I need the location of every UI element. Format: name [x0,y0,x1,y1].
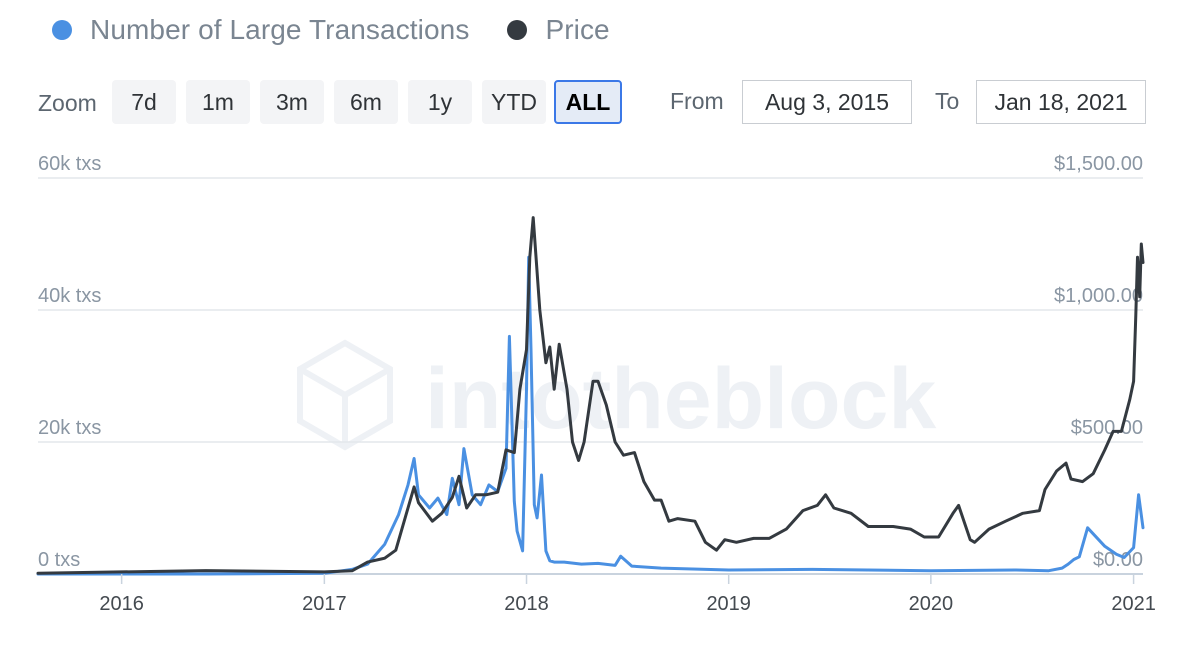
zoom-6m-button[interactable]: 6m [334,80,398,124]
series-line-large-transactions [36,255,1145,576]
logo-cube-icon [297,339,393,451]
legend-label: Price [545,14,610,45]
y-axis-right: $0.00 $500.00 $1,000.00 $1,500.00 [1054,153,1143,571]
y-left-tick-label: 20k txs [38,417,101,439]
x-tick-label: 2017 [302,593,347,615]
watermark: intotheblock [297,339,936,451]
legend-item-large-transactions[interactable]: Number of Large Transactions [52,14,469,46]
zoom-7d-button[interactable]: 7d [112,80,176,124]
zoom-1y-button[interactable]: 1y [408,80,472,124]
x-axis: 2016 2017 2018 2019 2020 2021 [99,574,1156,615]
zoom-1m-button[interactable]: 1m [186,80,250,124]
zoom-3m-button[interactable]: 3m [260,80,324,124]
to-label: To [935,88,960,114]
zoom-ytd-button[interactable]: YTD [482,80,546,124]
y-right-tick-label: $1,000.00 [1054,285,1143,307]
x-tick-label: 2018 [504,593,549,615]
legend: Number of Large Transactions Price [52,14,648,46]
from-label: From [670,88,724,114]
legend-dot-icon [507,20,528,40]
x-tick-label: 2021 [1111,593,1156,615]
x-tick-label: 2016 [99,593,144,615]
y-axis-left: 0 txs 20k txs 40k txs 60k txs [38,153,101,571]
range-selector: Zoom 7d 1m 3m 6m 1y YTD ALL From To [38,78,1148,126]
y-right-tick-label: $1,500.00 [1054,153,1143,175]
watermark-text: intotheblock [425,351,936,447]
legend-label: Number of Large Transactions [90,14,470,45]
legend-item-price[interactable]: Price [507,14,610,46]
x-tick-label: 2019 [706,593,751,615]
y-left-tick-label: 0 txs [38,549,80,571]
series-line-price [36,216,1145,575]
y-left-tick-label: 40k txs [38,285,101,307]
from-date-input[interactable] [742,80,912,124]
to-date-input[interactable] [976,80,1146,124]
y-right-tick-label: $0.00 [1093,549,1143,571]
series-layer [36,216,1145,576]
zoom-all-button[interactable]: ALL [554,80,622,124]
y-left-tick-label: 60k txs [38,153,101,175]
y-right-tick-label: $500.00 [1071,417,1143,439]
x-tick-label: 2020 [909,593,954,615]
legend-dot-icon [52,20,72,40]
zoom-label: Zoom [38,90,97,116]
